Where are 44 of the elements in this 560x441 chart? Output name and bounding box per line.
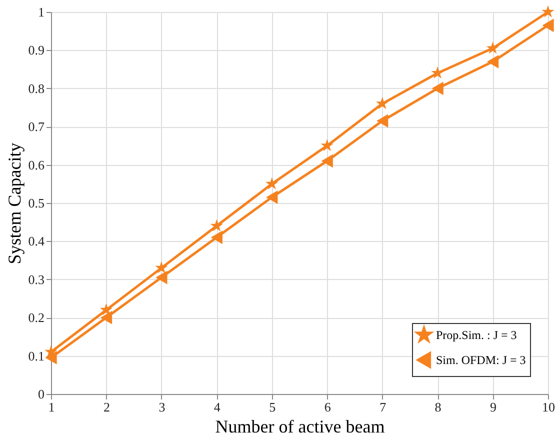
x-tick-label: 1 xyxy=(48,400,55,414)
point xyxy=(432,82,444,96)
x-tick-label: 10 xyxy=(542,400,555,414)
point xyxy=(156,270,168,284)
point xyxy=(486,42,500,54)
point xyxy=(155,261,168,274)
x-tick-label: 4 xyxy=(214,400,221,414)
point xyxy=(100,303,113,316)
point xyxy=(376,114,388,128)
point xyxy=(486,54,499,68)
y-axis-title: System Capacity xyxy=(4,142,24,264)
point xyxy=(320,138,334,152)
point xyxy=(542,5,554,18)
y-tick-label: 0.3 xyxy=(28,272,44,287)
point xyxy=(45,351,57,364)
x-axis-title: Number of active beam xyxy=(215,416,385,436)
x-tick-label: 5 xyxy=(269,400,276,414)
y-tick-label: 0 xyxy=(38,386,44,402)
point xyxy=(266,190,278,204)
point xyxy=(321,154,333,168)
point xyxy=(542,18,554,32)
y-tick-label: 1 xyxy=(38,4,44,20)
y-tick-label: 0.6 xyxy=(28,157,45,172)
y-tick-label: 0.7 xyxy=(28,119,45,134)
y-tick-label: 0.4 xyxy=(28,234,45,249)
point xyxy=(210,219,224,232)
y-tick-label: 0.2 xyxy=(28,310,44,326)
point xyxy=(266,177,278,190)
point xyxy=(376,96,389,110)
point xyxy=(431,66,444,79)
x-tick-label: 6 xyxy=(324,400,332,414)
y-tick-label: 0.9 xyxy=(28,42,44,58)
point xyxy=(100,310,112,324)
point xyxy=(210,230,222,244)
x-tick-label: 7 xyxy=(380,400,387,414)
y-tick-label: 0.8 xyxy=(28,80,44,96)
x-tick-label: 8 xyxy=(434,400,442,414)
legend-label: Prop.Sim. : J = 3 xyxy=(436,328,517,342)
x-tick-label: 3 xyxy=(158,400,166,414)
y-tick-label: 0.1 xyxy=(28,348,44,364)
legend-label: Sim. OFDM: J = 3 xyxy=(436,353,526,367)
x-tick-label: 2 xyxy=(103,400,110,414)
x-tick-label: 9 xyxy=(490,400,497,414)
y-tick-label: 0.5 xyxy=(28,196,44,210)
